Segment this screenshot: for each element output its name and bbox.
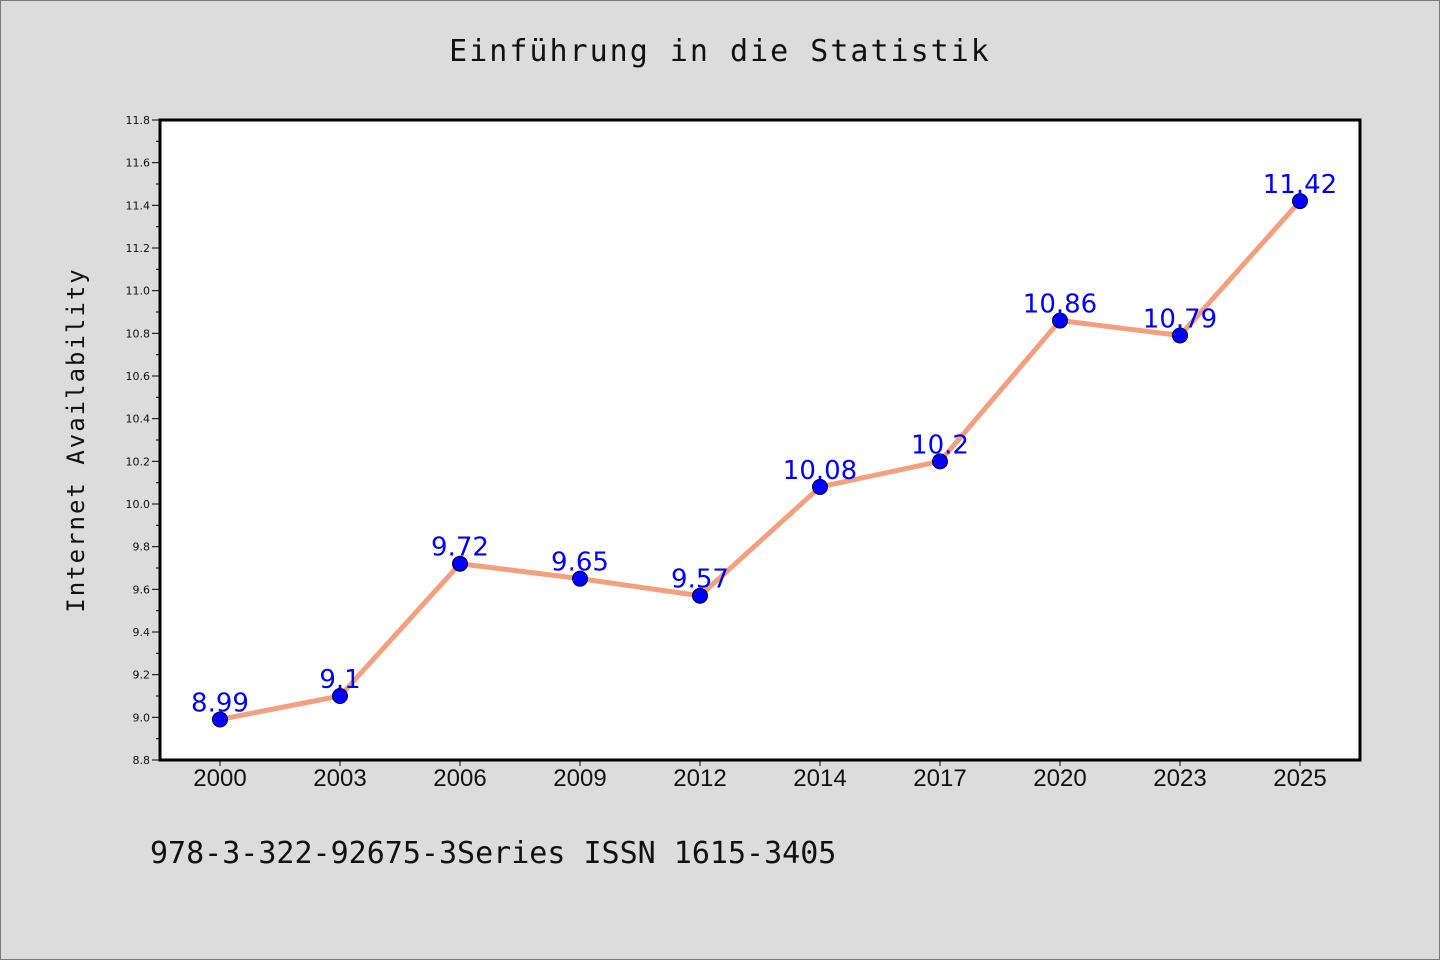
y-tick-label: 11.8	[126, 114, 151, 127]
data-label: 10.08	[783, 456, 857, 486]
x-tick-label: 2023	[1153, 765, 1206, 792]
data-point	[932, 453, 948, 470]
data-label: 10.2	[911, 430, 969, 460]
data-label: 8.99	[191, 688, 249, 718]
data-label: 9.57	[671, 565, 729, 595]
data-point	[212, 711, 228, 728]
series-line	[217, 198, 1303, 722]
data-label: 9.1	[319, 665, 360, 695]
data-point	[1172, 327, 1188, 344]
data-point	[692, 587, 708, 604]
x-tick-label: 2025	[1273, 765, 1326, 792]
data-point	[572, 570, 588, 587]
y-tick-label: 9.2	[133, 669, 151, 682]
x-tick-label: 2017	[913, 765, 966, 792]
x-tick-label: 2009	[553, 765, 606, 792]
data-point	[1292, 193, 1308, 210]
x-tick-label: 2006	[433, 765, 486, 792]
y-tick-label: 8.8	[133, 754, 151, 767]
y-tick-label: 11.6	[126, 157, 151, 170]
y-tick-label: 9.0	[133, 711, 151, 724]
plot-area	[158, 118, 1362, 762]
y-tick-label: 9.4	[133, 626, 151, 639]
chart-title: Einführung in die Statistik	[449, 34, 991, 69]
data-label: 9.72	[431, 533, 489, 563]
y-tick-label: 10.2	[126, 455, 151, 468]
data-label: 11.42	[1263, 170, 1337, 200]
data-point	[452, 555, 468, 572]
y-tick-label: 9.8	[133, 541, 151, 554]
x-tick-label: 2020	[1033, 765, 1086, 792]
x-tick-label: 2000	[193, 765, 246, 792]
x-tick-label: 2012	[673, 765, 726, 792]
y-tick-label: 11.0	[126, 285, 151, 298]
data-label: 9.65	[551, 548, 609, 578]
y-tick-label: 10.0	[126, 498, 151, 511]
y-tick-label: 10.6	[126, 370, 151, 383]
y-tick-label: 10.4	[126, 413, 151, 426]
data-point	[1052, 312, 1068, 329]
x-tick-label: 2003	[313, 765, 366, 792]
data-label: 10.79	[1143, 304, 1217, 334]
data-point	[812, 478, 828, 495]
x-tick-label: 2014	[793, 765, 846, 792]
data-label: 10.86	[1023, 290, 1097, 320]
data-point	[332, 688, 348, 704]
y-tick-label: 10.8	[126, 327, 151, 340]
y-tick-label: 9.6	[133, 583, 151, 596]
footer-caption: 978-3-322-92675-3Series ISSN 1615-3405	[150, 836, 837, 871]
y-axis-label: Internet Availability	[62, 267, 90, 612]
y-tick-label: 11.2	[126, 242, 151, 255]
y-tick-label: 11.4	[126, 199, 151, 212]
